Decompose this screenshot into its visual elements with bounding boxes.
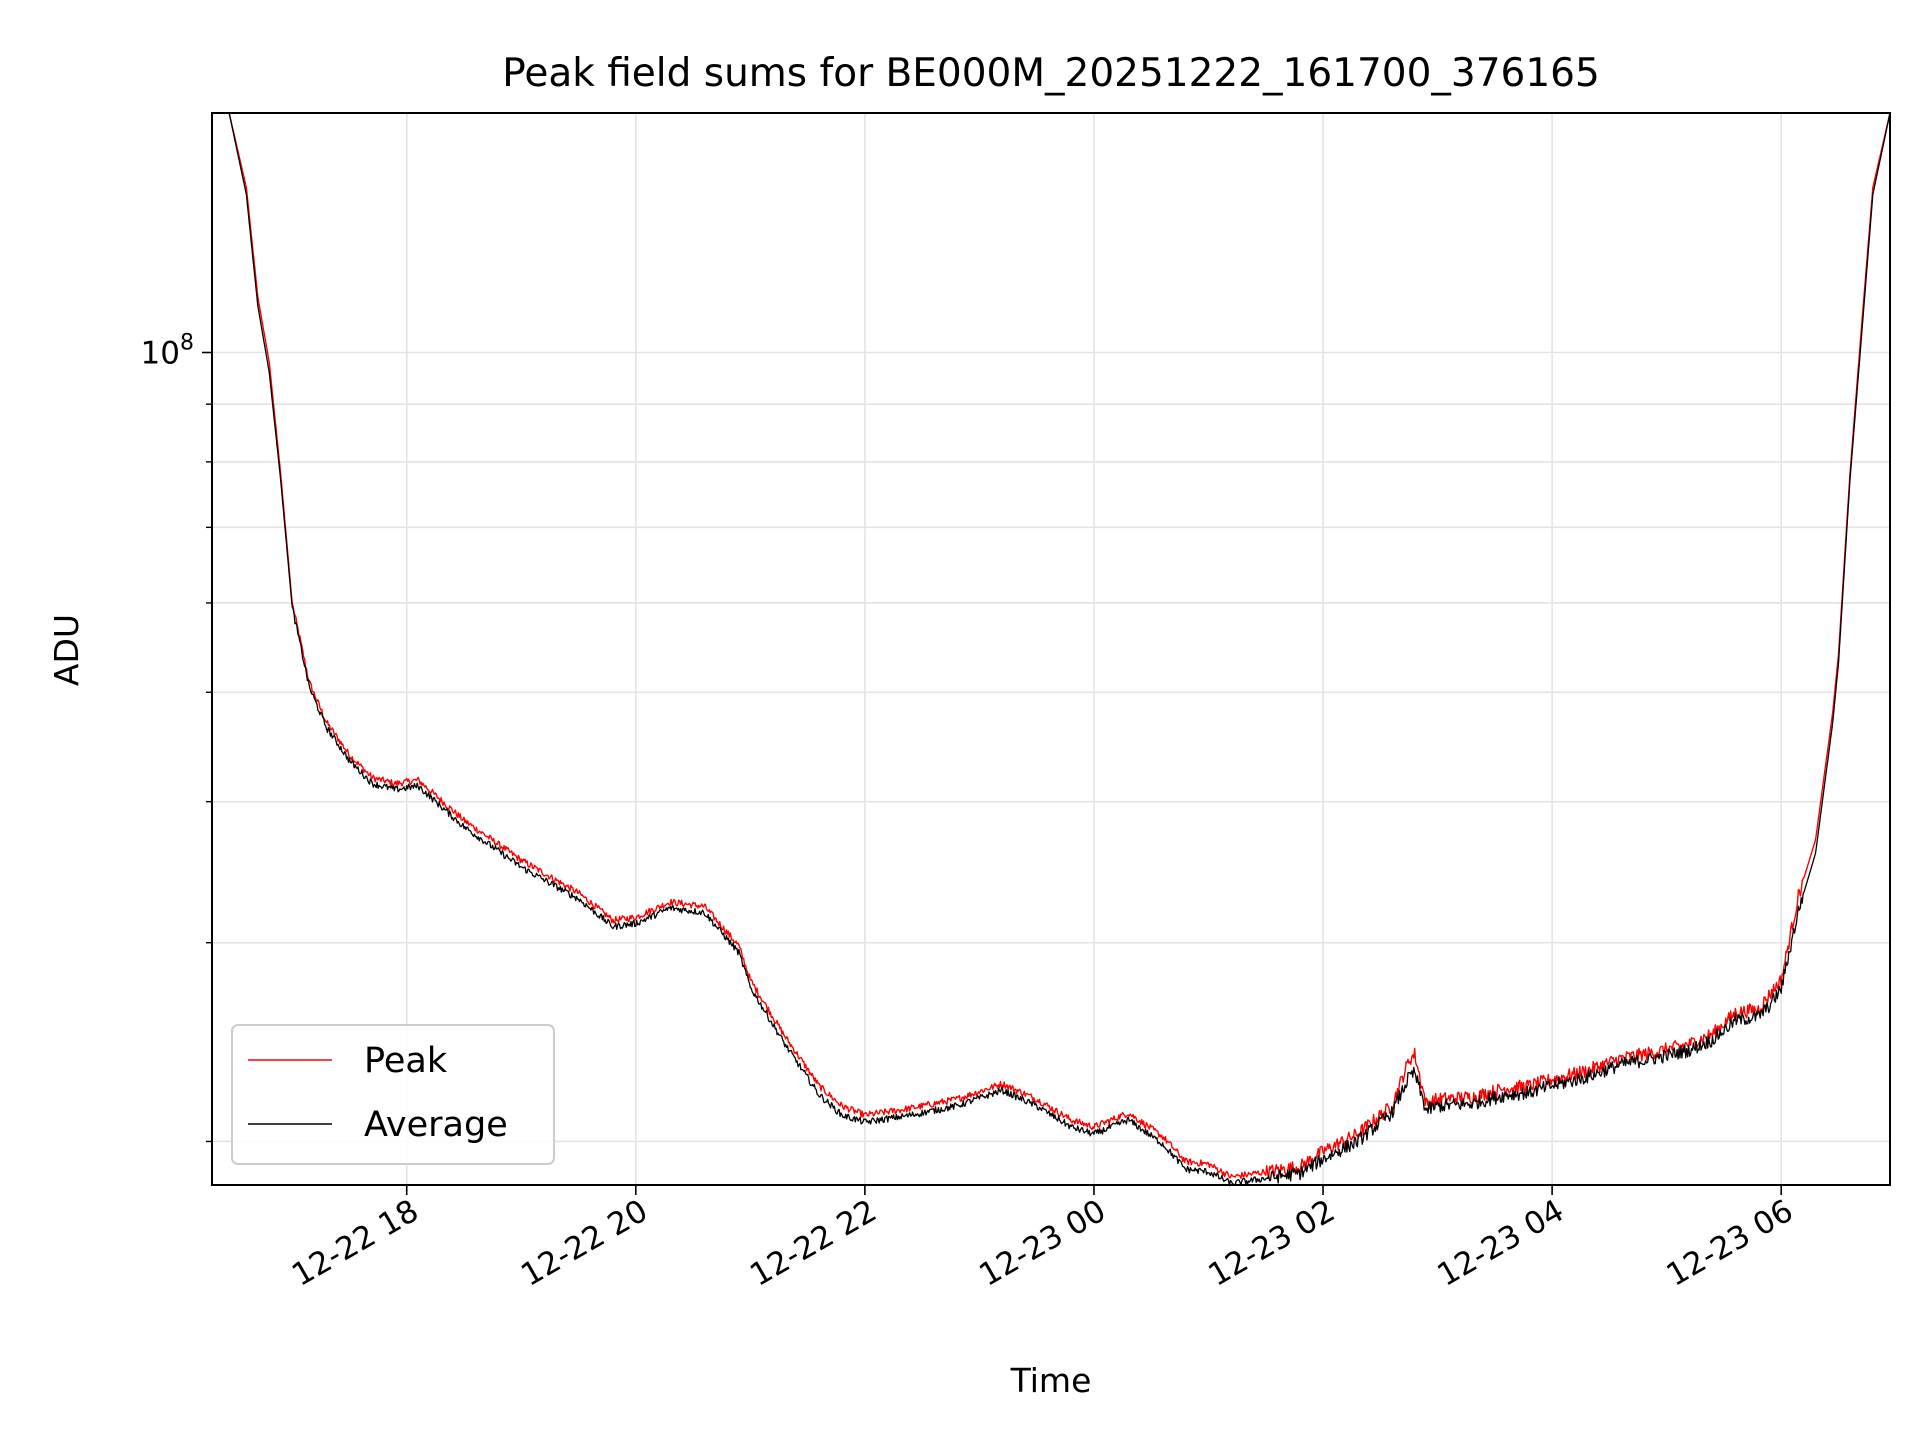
y-tick-label-exponent: 8 bbox=[180, 331, 194, 356]
plot-frame bbox=[211, 112, 1891, 1186]
x-axis-label: Time bbox=[1010, 1361, 1092, 1400]
grid bbox=[212, 113, 1890, 1185]
series-line-peak bbox=[228, 112, 1891, 1180]
plot-area bbox=[212, 113, 1890, 1185]
legend: Peak Average bbox=[231, 1024, 555, 1165]
series-layer bbox=[228, 112, 1891, 1187]
legend-label-average: Average bbox=[364, 1105, 508, 1145]
y-tick-label: 108 bbox=[141, 331, 194, 372]
y-tick-label-base: 10 bbox=[141, 336, 180, 372]
y-axis-label: ADU bbox=[47, 614, 86, 686]
legend-label-peak: Peak bbox=[364, 1041, 448, 1081]
chart-title: Peak field sums for BE000M_20251222_1617… bbox=[502, 51, 1600, 96]
series-line-average bbox=[228, 112, 1891, 1187]
